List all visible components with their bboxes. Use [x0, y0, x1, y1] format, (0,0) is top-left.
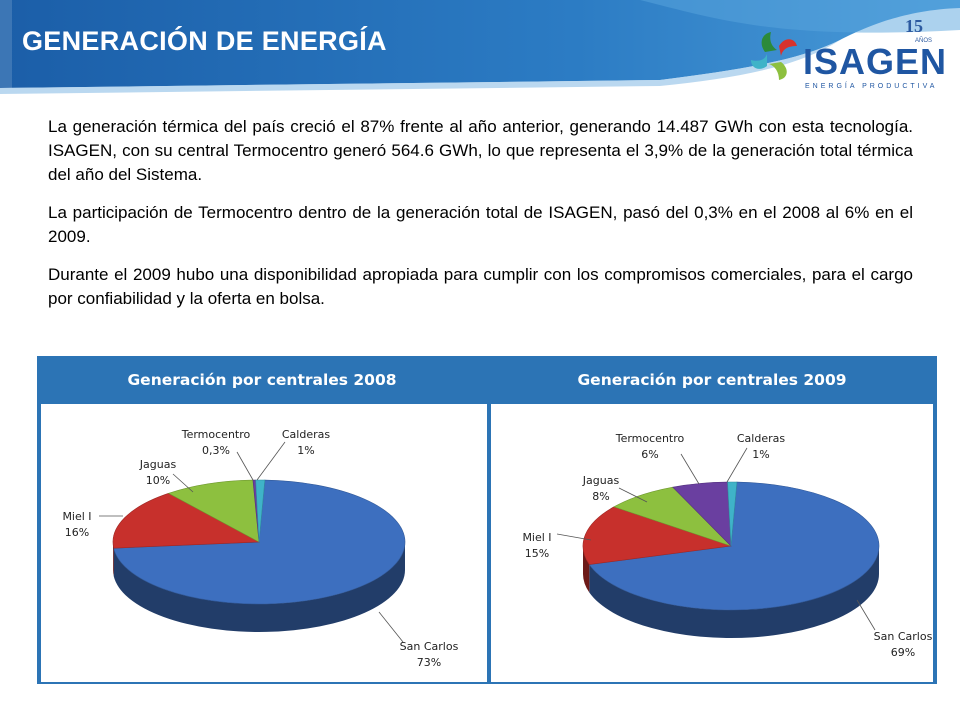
- pie-slice-calderas: [255, 479, 266, 543]
- slice-value-calderas: 1%: [297, 444, 314, 457]
- slice-label-calderas: Calderas: [737, 432, 785, 445]
- leader-line-jaguas: [172, 473, 194, 493]
- pie-slice-jaguas: [167, 479, 260, 543]
- slice-value-san-carlos: 69%: [891, 646, 915, 659]
- page-title: GENERACIÓN DE ENERGÍA: [22, 26, 387, 56]
- slice-label-san-carlos: San Carlos: [400, 640, 459, 653]
- leader-line-calderas: [726, 447, 748, 483]
- slice-value-san-carlos: 73%: [417, 656, 441, 669]
- slice-label-termocentro: Termocentro: [181, 428, 251, 441]
- header-band: [0, 0, 960, 94]
- pie-side-san-carlos: [589, 546, 879, 638]
- slice-value-termocentro: 6%: [641, 448, 658, 461]
- slice-label-san-carlos: San Carlos: [874, 630, 933, 643]
- logo-anniversary-label: AÑOS: [915, 37, 932, 44]
- chart-2008-title: Generación por centrales 2008: [127, 371, 397, 389]
- slice-label-jaguas: Jaguas: [582, 474, 620, 487]
- paragraph-3: Durante el 2009 hubo una disponibilidad …: [48, 265, 913, 308]
- pie-slice-calderas: [727, 481, 738, 547]
- slice-value-termocentro: 0,3%: [202, 444, 230, 457]
- slice-value-jaguas: 8%: [592, 490, 609, 503]
- logo-anniversary: 15: [905, 16, 923, 36]
- footer-strip: [0, 704, 960, 720]
- leader-line-jaguas: [618, 487, 648, 503]
- pie-slice-miel-i: [112, 492, 261, 549]
- leader-line-miel-i: [556, 533, 592, 541]
- leader-line-calderas: [256, 441, 286, 481]
- slice-value-jaguas: 10%: [146, 474, 170, 487]
- pie-sides: [113, 542, 405, 632]
- slice-value-miel-i: 16%: [65, 526, 89, 539]
- pie-slice-san-carlos: [588, 481, 880, 611]
- pie-side-miel-i: [583, 546, 590, 593]
- pie-sides: [583, 546, 879, 638]
- leader-line-san-carlos: [856, 599, 876, 631]
- logo-text: ISAGEN: [803, 41, 945, 82]
- isagen-logo: ISAGEN ENERGÍA PRODUCTIVA 15 AÑOS: [751, 16, 945, 90]
- slice-label-miel-i: Miel I: [522, 531, 551, 544]
- slice-label-calderas: Calderas: [282, 428, 330, 441]
- paragraph-2: La participación de Termocentro dentro d…: [48, 203, 913, 246]
- pie-slice-miel-i: [582, 506, 732, 565]
- slice-label-jaguas: Jaguas: [139, 458, 177, 471]
- logo-tagline: ENERGÍA PRODUCTIVA: [805, 81, 937, 90]
- logo-pinwheel-icon: [751, 32, 797, 80]
- leader-line-san-carlos: [378, 611, 404, 643]
- chart-2009-title: Generación por centrales 2009: [577, 371, 847, 389]
- slice-label-miel-i: Miel I: [62, 510, 91, 523]
- leader-line-termocentro: [680, 453, 700, 485]
- body-text: La generación térmica del país creció el…: [48, 115, 913, 325]
- pie-chart-2009: San Carlos 69% Miel I 15% Jaguas 8% Termocentr…: [522, 432, 933, 659]
- chart-2008-box: San Carlos 73% Miel I 16% Jaguas 10% Termocent…: [41, 404, 487, 682]
- leader-line-termocentro: [236, 451, 254, 481]
- slice-value-calderas: 1%: [752, 448, 769, 461]
- pie-chart-2008: San Carlos 73% Miel I 16% Jaguas 10% Termocent…: [62, 428, 459, 669]
- slice-label-termocentro: Termocentro: [615, 432, 685, 445]
- slice-value-miel-i: 15%: [525, 547, 549, 560]
- pie-side-miel-i: [113, 542, 114, 577]
- chart-2009-box: San Carlos 69% Miel I 15% Jaguas 8% Termocentr…: [491, 404, 933, 682]
- paragraph-1: La generación térmica del país creció el…: [48, 117, 913, 184]
- pie-side-san-carlos: [113, 542, 405, 632]
